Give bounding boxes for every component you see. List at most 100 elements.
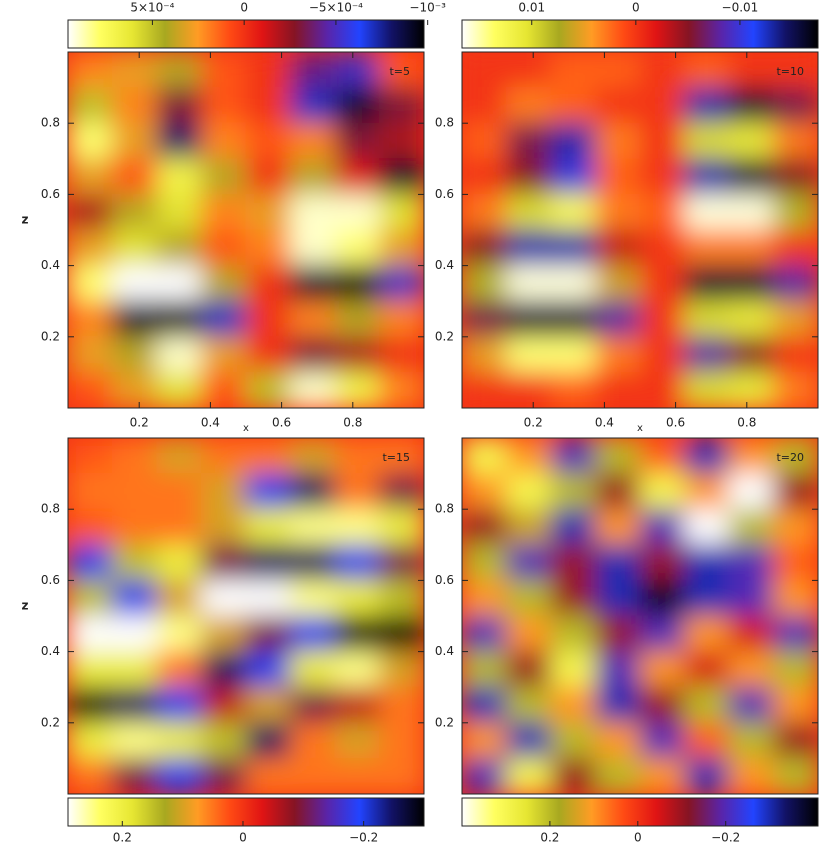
heatmap-cell [550,579,596,617]
heatmap-cell [334,579,380,617]
heatmap-cell [379,300,424,338]
heatmap-cell [550,722,596,759]
heatmap-cell [379,265,424,302]
heatmap-cell [290,193,336,231]
heatmap-cell [245,122,291,160]
heatmap-cell [245,757,291,794]
heatmap-cell [156,229,202,267]
heatmap-cell [773,757,818,794]
heatmap-cell [595,158,641,195]
heatmap-cell [728,651,774,688]
colorbar-tick-label: 0 [632,1,640,15]
heatmap-cell [334,473,380,510]
heatmap-cell [245,52,291,89]
heatmap-cell [595,508,641,546]
heatmap-cell [728,122,774,160]
heatmap-cell [334,336,380,373]
heatmap-cell [379,615,424,653]
heatmap-cell [684,87,730,124]
heatmap-cell [290,336,336,373]
heatmap-cell [462,438,507,475]
heatmap-cell [112,757,158,794]
heatmap-cell [639,544,685,581]
heatmap-cell [201,193,247,231]
heatmap-cell [639,300,685,338]
heatmap-cell [506,87,552,124]
heatmap-cell [334,722,380,759]
heatmap-cell [462,52,507,89]
heatmap-cell [595,265,641,302]
heatmap-cell [639,158,685,195]
heatmap-cell [68,615,113,653]
y-tick-label: 0.8 [41,116,60,130]
heatmap-cell [773,265,818,302]
heatmap-cell [773,122,818,160]
heatmap-cell [684,193,730,231]
heatmap-cell [462,722,507,759]
heatmap-cell [156,193,202,231]
heatmap-cell [684,508,730,546]
heatmap-cell [506,722,552,759]
heatmap-cell [550,615,596,653]
heatmap-cell [290,371,336,408]
heatmap-cell [68,579,113,617]
heatmap-cell [550,336,596,373]
heatmap-cell [684,544,730,581]
heatmap-cell [462,300,507,338]
heatmap-cell [112,615,158,653]
heatmap-cell [550,651,596,688]
heatmap-cell [201,473,247,510]
heatmap-cell [112,158,158,195]
heatmap-cell [462,615,507,653]
heatmap-cell [684,686,730,724]
colorbar-tick-label: 5×10⁻⁴ [130,1,174,15]
heatmap-cell [290,300,336,338]
heatmap-cell [728,52,774,89]
heatmap-cell [68,438,113,475]
heatmap-cell [506,300,552,338]
heatmap-cell [550,122,596,160]
heatmap-cell [462,686,507,724]
heatmap-cell [245,265,291,302]
heatmap-cell [506,473,552,510]
heatmap-cell [595,579,641,617]
heatmap-cell [379,722,424,759]
heatmap-cell [112,336,158,373]
heatmap-cell [728,615,774,653]
heatmap-cell [595,52,641,89]
heatmap-cell [290,158,336,195]
heatmap-cell [728,265,774,302]
heatmap-cell [290,473,336,510]
heatmap-cell [639,229,685,267]
heatmap-cell [290,544,336,581]
y-tick-label: 0.6 [41,187,60,201]
heatmap-cell [773,473,818,510]
heatmap-cell [156,473,202,510]
colorbar-tick-label: −0.2 [349,831,378,843]
heatmap-cell [462,544,507,581]
heatmap-cell [68,473,113,510]
heatmap-cell [379,371,424,408]
heatmap-cell [156,508,202,546]
heatmap-cell [112,193,158,231]
heatmap-cell [201,52,247,89]
heatmap-cell [595,686,641,724]
heatmap-cell [201,615,247,653]
heatmap-cell [112,686,158,724]
heatmap-cell [462,87,507,124]
heatmap-cell [462,651,507,688]
heatmap-cell [550,544,596,581]
heatmap-cell [334,438,380,475]
heatmap-cell [506,229,552,267]
heatmap-cell [245,579,291,617]
heatmap-cell [728,158,774,195]
heatmap-cell [68,651,113,688]
heatmap-cell [334,544,380,581]
heatmap-cell [462,757,507,794]
heatmap-cell [639,508,685,546]
heatmap-cell [550,87,596,124]
heatmap-cell [245,87,291,124]
heatmap-cell [728,722,774,759]
heatmap-cell [245,336,291,373]
heatmap-cell [506,508,552,546]
